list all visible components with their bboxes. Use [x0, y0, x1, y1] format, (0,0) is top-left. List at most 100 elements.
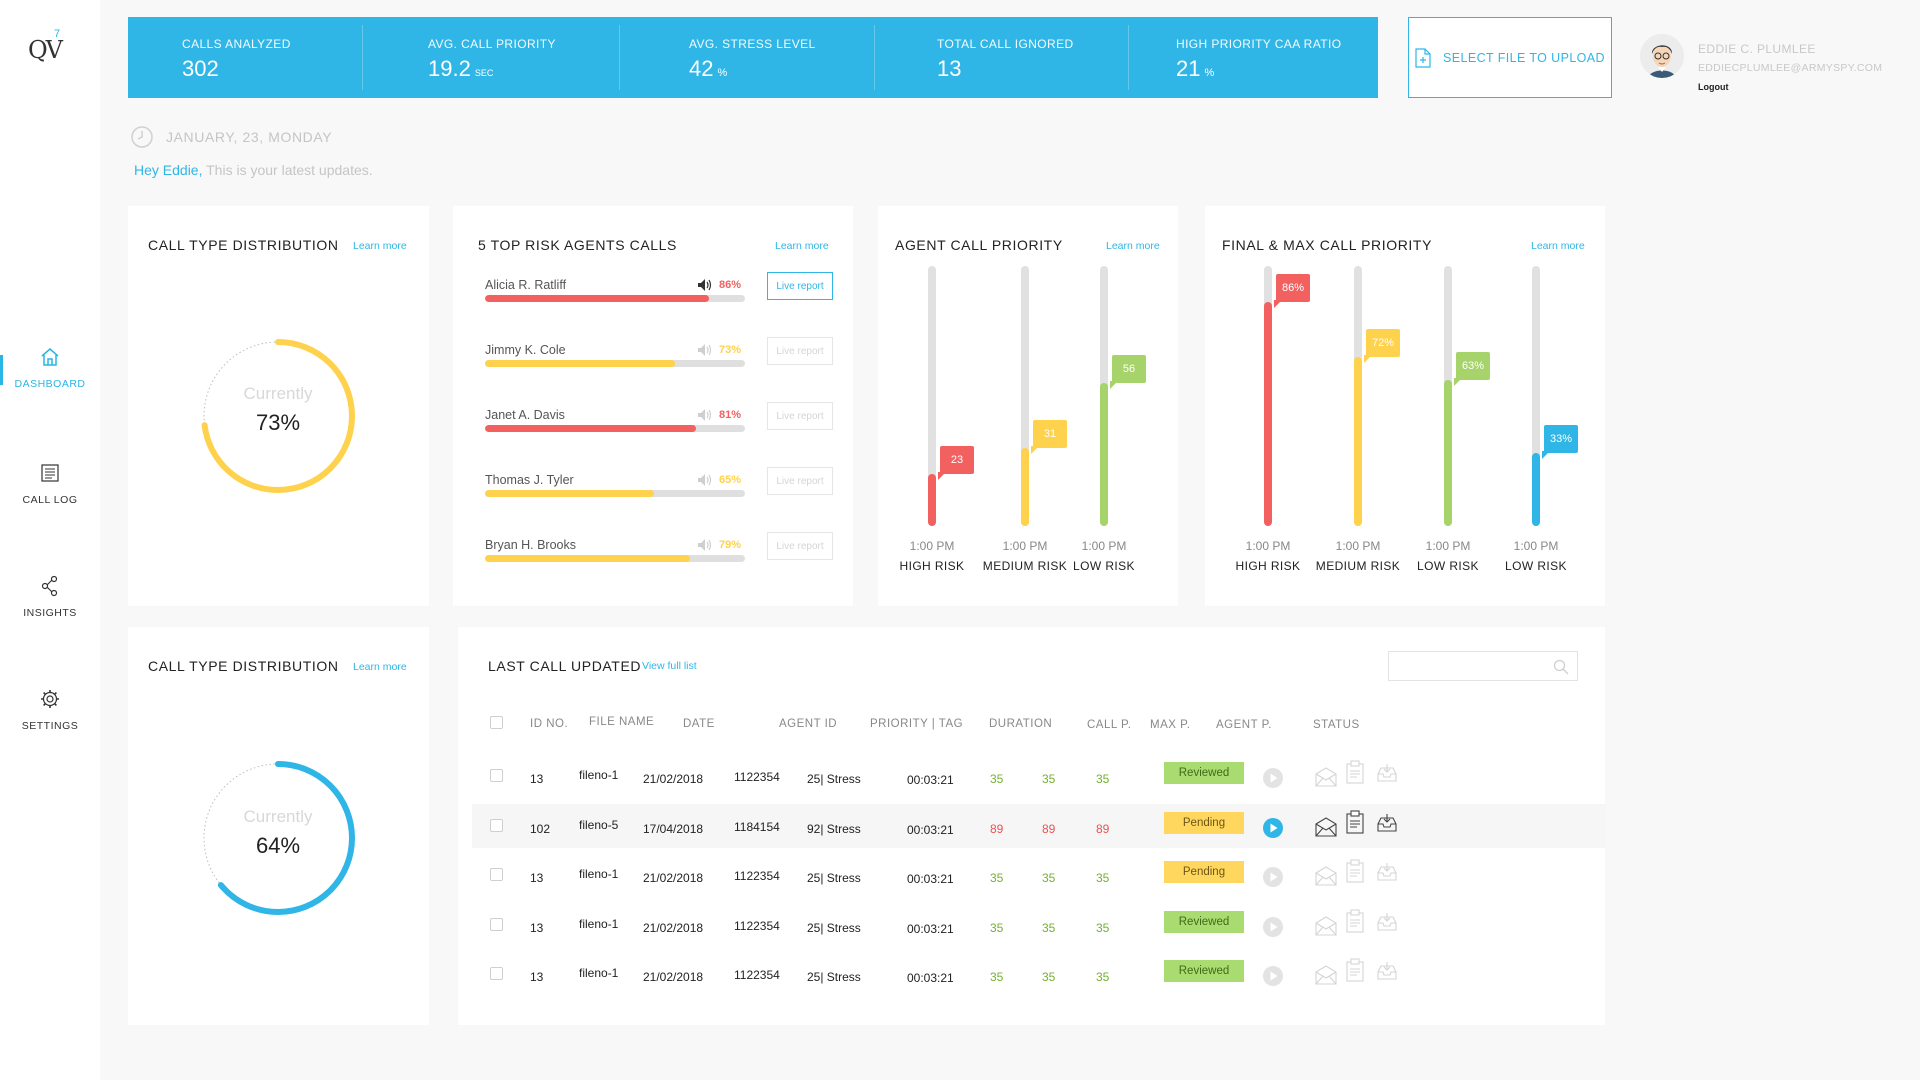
live-report-button[interactable]: Live report [767, 337, 833, 365]
live-report-button[interactable]: Live report [767, 402, 833, 430]
col-header-max-p[interactable]: MAX P. [1150, 719, 1191, 731]
cell-call-p: 35 [990, 772, 1004, 786]
app-logo[interactable]: QV 7 [28, 28, 63, 64]
risk-agent-row: Thomas J. Tyler 65% Live report [485, 467, 865, 513]
agent-name: Bryan H. Brooks [485, 538, 577, 552]
col-header-agent-p[interactable]: AGENT P. [1216, 719, 1272, 731]
speaker-icon[interactable] [697, 343, 713, 362]
priority-bar-track [1021, 266, 1029, 526]
learn-more-link[interactable]: Learn more [775, 240, 829, 252]
donut-arc [201, 761, 355, 915]
col-header-id[interactable]: ID NO. [530, 718, 569, 730]
row-checkbox[interactable] [490, 967, 503, 980]
download-icon[interactable] [1376, 960, 1398, 987]
play-icon[interactable] [1262, 817, 1284, 844]
bar-category-label: MEDIUM RISK [982, 559, 1068, 573]
play-icon[interactable] [1262, 866, 1284, 893]
live-report-button[interactable]: Live report [767, 272, 833, 300]
cell-file-name[interactable]: fileno-1 [579, 867, 619, 881]
cell-date: 21/02/2018 [643, 871, 704, 885]
risk-bar-track [485, 295, 745, 302]
col-header-agent-id[interactable]: AGENT ID [779, 718, 838, 730]
col-header-file-name[interactable]: FILE NAME [589, 716, 655, 728]
play-icon[interactable] [1262, 965, 1284, 992]
date-display: JANUARY, 23, MONDAY [130, 125, 332, 149]
table-search[interactable] [1388, 651, 1578, 681]
row-checkbox[interactable] [490, 818, 503, 832]
cell-agent-p: 35 [1096, 970, 1110, 984]
nav-item-settings[interactable]: SETTINGS [0, 688, 100, 732]
email-icon[interactable] [1314, 915, 1338, 942]
play-icon[interactable] [1262, 767, 1284, 794]
search-input[interactable] [1397, 652, 1547, 680]
donut-center: Currently 64% [178, 807, 378, 859]
email-icon[interactable] [1314, 766, 1338, 793]
cell-priority-tag: 25| Stress [807, 871, 861, 885]
view-full-list-link[interactable]: View full list [642, 660, 697, 672]
select-all-checkbox[interactable] [490, 716, 503, 729]
avatar[interactable] [1640, 34, 1684, 78]
table-row[interactable]: 13 fileno-1 21/02/2018 1122354 25| Stress 00:… [472, 952, 1606, 996]
cell-agent-id: 1122354 [734, 918, 780, 933]
learn-more-link[interactable]: Learn more [353, 661, 407, 673]
download-icon[interactable] [1376, 861, 1398, 888]
clipboard-icon[interactable] [1345, 809, 1365, 839]
donut-center: Currently 73% [178, 384, 378, 436]
search-icon[interactable] [1553, 659, 1569, 675]
cell-call-p: 89 [990, 821, 1004, 836]
table-row[interactable]: 13 fileno-1 21/02/2018 1122354 25| Stress 00:… [472, 853, 1606, 897]
clipboard-icon[interactable] [1345, 760, 1365, 789]
cell-date: 21/02/2018 [643, 920, 704, 935]
download-icon[interactable] [1376, 812, 1398, 839]
cell-file-name[interactable]: fileno-1 [579, 916, 619, 931]
col-header-status[interactable]: STATUS [1313, 719, 1360, 731]
cell-max-p: 35 [1042, 871, 1056, 885]
download-icon[interactable] [1376, 762, 1398, 789]
row-checkbox[interactable] [490, 917, 503, 931]
priority-bar-tag: 23 [938, 446, 974, 480]
row-checkbox[interactable] [490, 868, 503, 881]
nav-item-insights[interactable]: INSIGHTS [0, 575, 100, 619]
learn-more-link[interactable]: Learn more [353, 240, 407, 252]
clipboard-icon[interactable] [1345, 958, 1365, 987]
upload-file-button[interactable]: SELECT FILE TO UPLOAD [1408, 17, 1612, 98]
email-icon[interactable] [1314, 816, 1338, 843]
speaker-icon[interactable] [697, 408, 713, 427]
email-icon[interactable] [1314, 964, 1338, 991]
speaker-icon[interactable] [697, 473, 713, 492]
nav-item-dashboard[interactable]: DASHBOARD [0, 346, 100, 390]
speaker-icon[interactable] [697, 538, 713, 557]
cell-file-name[interactable]: fileno-1 [579, 966, 619, 980]
live-report-button[interactable]: Live report [767, 467, 833, 495]
row-checkbox[interactable] [490, 769, 503, 782]
cell-agent-id: 1122354 [734, 869, 780, 883]
play-icon[interactable] [1262, 916, 1284, 943]
learn-more-link[interactable]: Learn more [1106, 240, 1160, 252]
col-header-date[interactable]: DATE [683, 718, 715, 730]
cell-duration: 00:03:21 [907, 971, 954, 985]
cell-date: 21/02/2018 [643, 970, 704, 984]
card-title: FINAL & MAX CALL PRIORITY [1222, 237, 1433, 253]
clipboard-icon[interactable] [1345, 908, 1365, 938]
priority-bar-tag: 31 [1031, 420, 1067, 454]
col-header-duration[interactable]: DURATION [989, 718, 1053, 730]
email-icon[interactable] [1314, 865, 1338, 892]
nav-item-call-log[interactable]: CALL LOG [0, 462, 100, 506]
cell-file-name[interactable]: fileno-5 [579, 817, 619, 832]
table-row[interactable]: 13 fileno-1 21/02/2018 1122354 25| Stress 00:… [472, 754, 1606, 798]
user-profile: EDDIE C. PLUMLEE EDDIECPLUMLEE@ARMYSPY.C… [1640, 30, 1910, 100]
table-row[interactable]: 102 fileno-5 17/04/2018 1184154 92| Stress 00… [472, 803, 1606, 848]
col-header-priority-tag[interactable]: PRIORITY | TAG [870, 718, 964, 730]
live-report-button[interactable]: Live report [767, 532, 833, 560]
download-icon[interactable] [1376, 911, 1398, 938]
col-header-call-p[interactable]: CALL P. [1087, 719, 1132, 731]
learn-more-link[interactable]: Learn more [1531, 240, 1585, 252]
risk-bar-track [485, 360, 745, 367]
cell-file-name[interactable]: fileno-1 [579, 768, 619, 782]
clipboard-icon[interactable] [1345, 859, 1365, 888]
table-row[interactable]: 13 fileno-1 21/02/2018 1122354 25| Stress 00:… [472, 903, 1606, 947]
logout-link[interactable]: Logout [1698, 82, 1729, 92]
donut-chart [201, 761, 355, 915]
speaker-icon[interactable] [697, 278, 713, 297]
cell-call-p: 35 [990, 871, 1004, 885]
